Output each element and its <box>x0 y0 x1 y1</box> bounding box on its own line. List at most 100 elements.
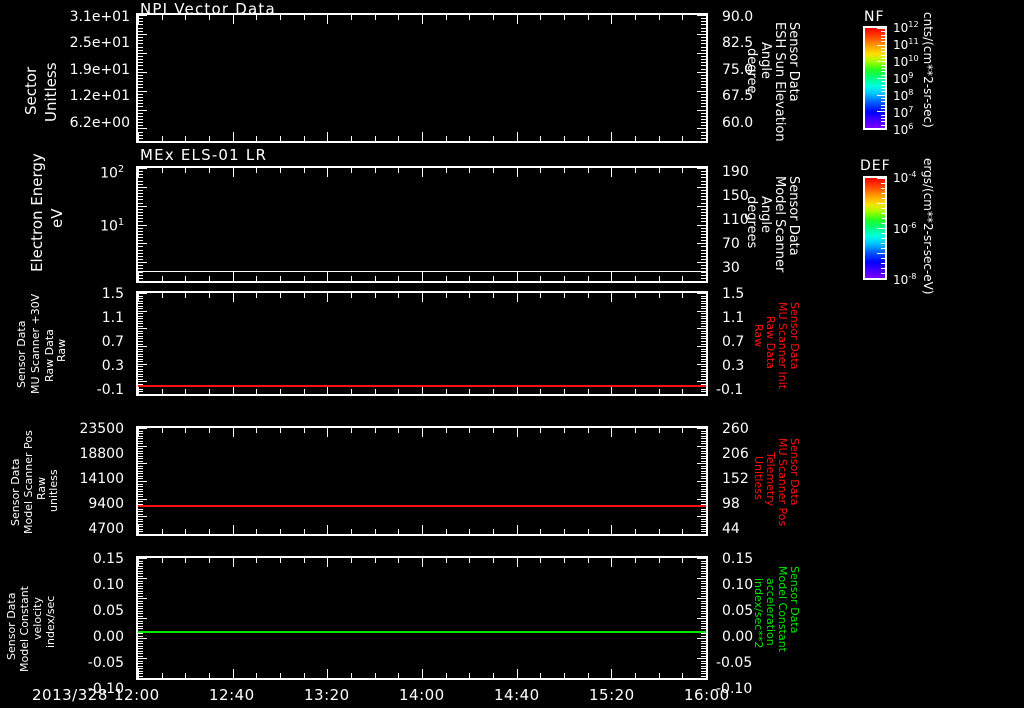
xaxis-tick-0: 12:00 <box>114 686 160 704</box>
panel3-frame <box>136 291 708 396</box>
panel5-left-title-4: index/sec <box>44 595 57 648</box>
colorbar2-unit: ergs/(cm**2-sr-sec-eV) <box>921 158 935 295</box>
colorbar1-unit: cnts/(cm**2-sr-sec) <box>921 12 935 128</box>
panel4-right-ytick-3: 98 <box>722 496 740 512</box>
panel4-data-line <box>138 505 706 507</box>
panel5-right-ytick-5: -0.10 <box>716 681 753 697</box>
xaxis-tick-3: 14:00 <box>399 686 445 704</box>
panel1-right-ytick-1: 82.5 <box>722 35 754 51</box>
panel1-right-ytick-3: 67.5 <box>722 88 754 104</box>
panel1-right-title-4: degree <box>744 48 759 94</box>
panel5-ytick-1: 0.10 <box>92 577 124 593</box>
panel1-frame <box>136 13 708 143</box>
colorbar1-tick-5: 107 <box>893 104 914 120</box>
panel3-right-ytick-1: 1.1 <box>722 310 745 326</box>
colorbar1-tick-6: 106 <box>893 121 914 137</box>
panel5-right-title-3: acceleration <box>764 578 777 646</box>
panel2-right-title-1: Sensor Data <box>786 176 801 256</box>
colorbar1 <box>863 26 887 130</box>
panel3-data-line <box>138 385 706 387</box>
panel5-ytick-2: 0.05 <box>92 603 124 619</box>
panel1-ytick-4: 6.2e+00 <box>69 115 130 131</box>
panel4-right-ytick-0: 260 <box>722 421 749 437</box>
panel2-right-ytick-1: 150 <box>722 188 749 204</box>
xaxis-tick-5: 15:20 <box>589 686 635 704</box>
panel1-ytick-2: 1.9e+01 <box>69 62 130 78</box>
panel2-right-ytick-2: 110 <box>722 212 749 228</box>
panel2-right-ytick-3: 70 <box>722 236 740 252</box>
xaxis-tick-4: 14:40 <box>494 686 540 704</box>
panel4-left-title-4: unitless <box>47 469 60 512</box>
colorbar1-tick-0: 1012 <box>893 19 919 35</box>
panel3-ytick-0: 1.5 <box>101 286 124 302</box>
panel5-ytick-5: -0.10 <box>87 681 124 697</box>
panel1-right-title-1: Sensor Data <box>786 22 801 102</box>
panel4-ytick-1: 18800 <box>79 446 124 462</box>
panel3-right-ytick-3: 0.3 <box>722 358 745 374</box>
panel5-left-title-2: Model Constant <box>18 586 31 672</box>
panel2-baseline <box>138 271 706 272</box>
panel4-ytick-2: 14100 <box>79 471 124 487</box>
panel3-ytick-1: 1.1 <box>101 310 124 326</box>
panel5-data-line <box>138 631 706 633</box>
panel2-ytick-0: 102 <box>100 164 124 182</box>
panel2-left-title-2: eV <box>48 208 66 229</box>
panel1-ytick-3: 1.2e+01 <box>69 88 130 104</box>
panel1-right-ytick-2: 75.0 <box>722 62 754 78</box>
xaxis-tick-2: 13:20 <box>304 686 350 704</box>
panel5-left-title-1: Sensor Data <box>5 592 18 660</box>
panel1-right-title-3: Angle <box>758 42 773 79</box>
panel2-left-title-1: Electron Energy <box>28 153 46 272</box>
panel3-right-ytick-4: -0.1 <box>716 382 744 398</box>
colorbar1-tick-2: 1010 <box>893 53 919 69</box>
colorbar2-tick-2: 10-8 <box>893 271 917 287</box>
panel3-left-title-2: MU Scanner +30V <box>29 293 42 394</box>
panel3-ytick-2: 0.7 <box>101 334 124 350</box>
panel4-ytick-3: 9400 <box>88 496 124 512</box>
panel3-left-title-3: Raw Data <box>43 329 56 382</box>
panel3-ytick-3: 0.3 <box>101 358 124 374</box>
colorbar2-label: DEF <box>860 158 891 174</box>
panel1-ytick-0: 3.1e+01 <box>69 9 130 25</box>
panel3-right-ytick-0: 1.5 <box>722 286 745 302</box>
panel4-right-ytick-2: 152 <box>722 471 749 487</box>
panel3-ytick-4: -0.1 <box>96 382 124 398</box>
panel5-ytick-4: -0.05 <box>87 655 124 671</box>
panel4-right-title-4: Unitless <box>752 456 765 500</box>
panel4-right-ytick-1: 206 <box>722 446 749 462</box>
colorbar1-tick-4: 108 <box>893 87 914 103</box>
xaxis-date: 2013/328 <box>32 686 108 704</box>
panel5-right-ytick-2: 0.05 <box>722 603 754 619</box>
panel1-right-title-2: ESH Sun Elevation <box>772 22 787 142</box>
panel3-right-title-2: MU Scanner Init <box>776 302 789 390</box>
panel2-right-title-2: Model Scanner <box>772 176 787 273</box>
colorbar1-label: NF <box>864 9 885 25</box>
panel2-right-ytick-4: 30 <box>722 260 740 276</box>
panel4-ytick-4: 4700 <box>88 521 124 537</box>
colorbar1-tick-1: 1011 <box>893 36 919 52</box>
colorbar2 <box>863 176 887 280</box>
panel4-left-title-3: Raw <box>35 476 48 500</box>
panel2-frame <box>136 166 708 283</box>
colorbar1-tick-3: 109 <box>893 70 914 86</box>
panel2-title: MEx ELS-01 LR <box>140 146 268 164</box>
panel1-left-title-sector: Sector <box>22 66 40 115</box>
panel2-right-title-4: degrees <box>744 196 759 249</box>
panel3-right-title-3: Raw Data <box>764 316 777 369</box>
panel4-frame <box>136 426 708 536</box>
panel1-left-title-unitless: Unitless <box>42 62 60 122</box>
panel4-left-title-1: Sensor Data <box>9 458 22 526</box>
panel5-right-ytick-4: -0.05 <box>716 655 753 671</box>
panel1-right-ytick-4: 60.0 <box>722 115 754 131</box>
colorbar2-tick-0: 10-4 <box>893 169 917 185</box>
panel3-right-title-1: Sensor Data <box>788 302 801 370</box>
panel1-right-ytick-0: 90.0 <box>722 9 754 25</box>
panel4-right-title-2: MU Scanner Pos <box>776 438 789 527</box>
panel5-ytick-3: 0.00 <box>92 629 124 645</box>
panel2-ytick-1: 101 <box>100 217 124 235</box>
panel5-right-title-2: Model Constant <box>776 566 789 652</box>
panel5-frame <box>136 556 708 680</box>
panel4-right-title-3: Telemetry <box>764 452 777 507</box>
panel5-left-title-3: velocity <box>31 597 44 640</box>
